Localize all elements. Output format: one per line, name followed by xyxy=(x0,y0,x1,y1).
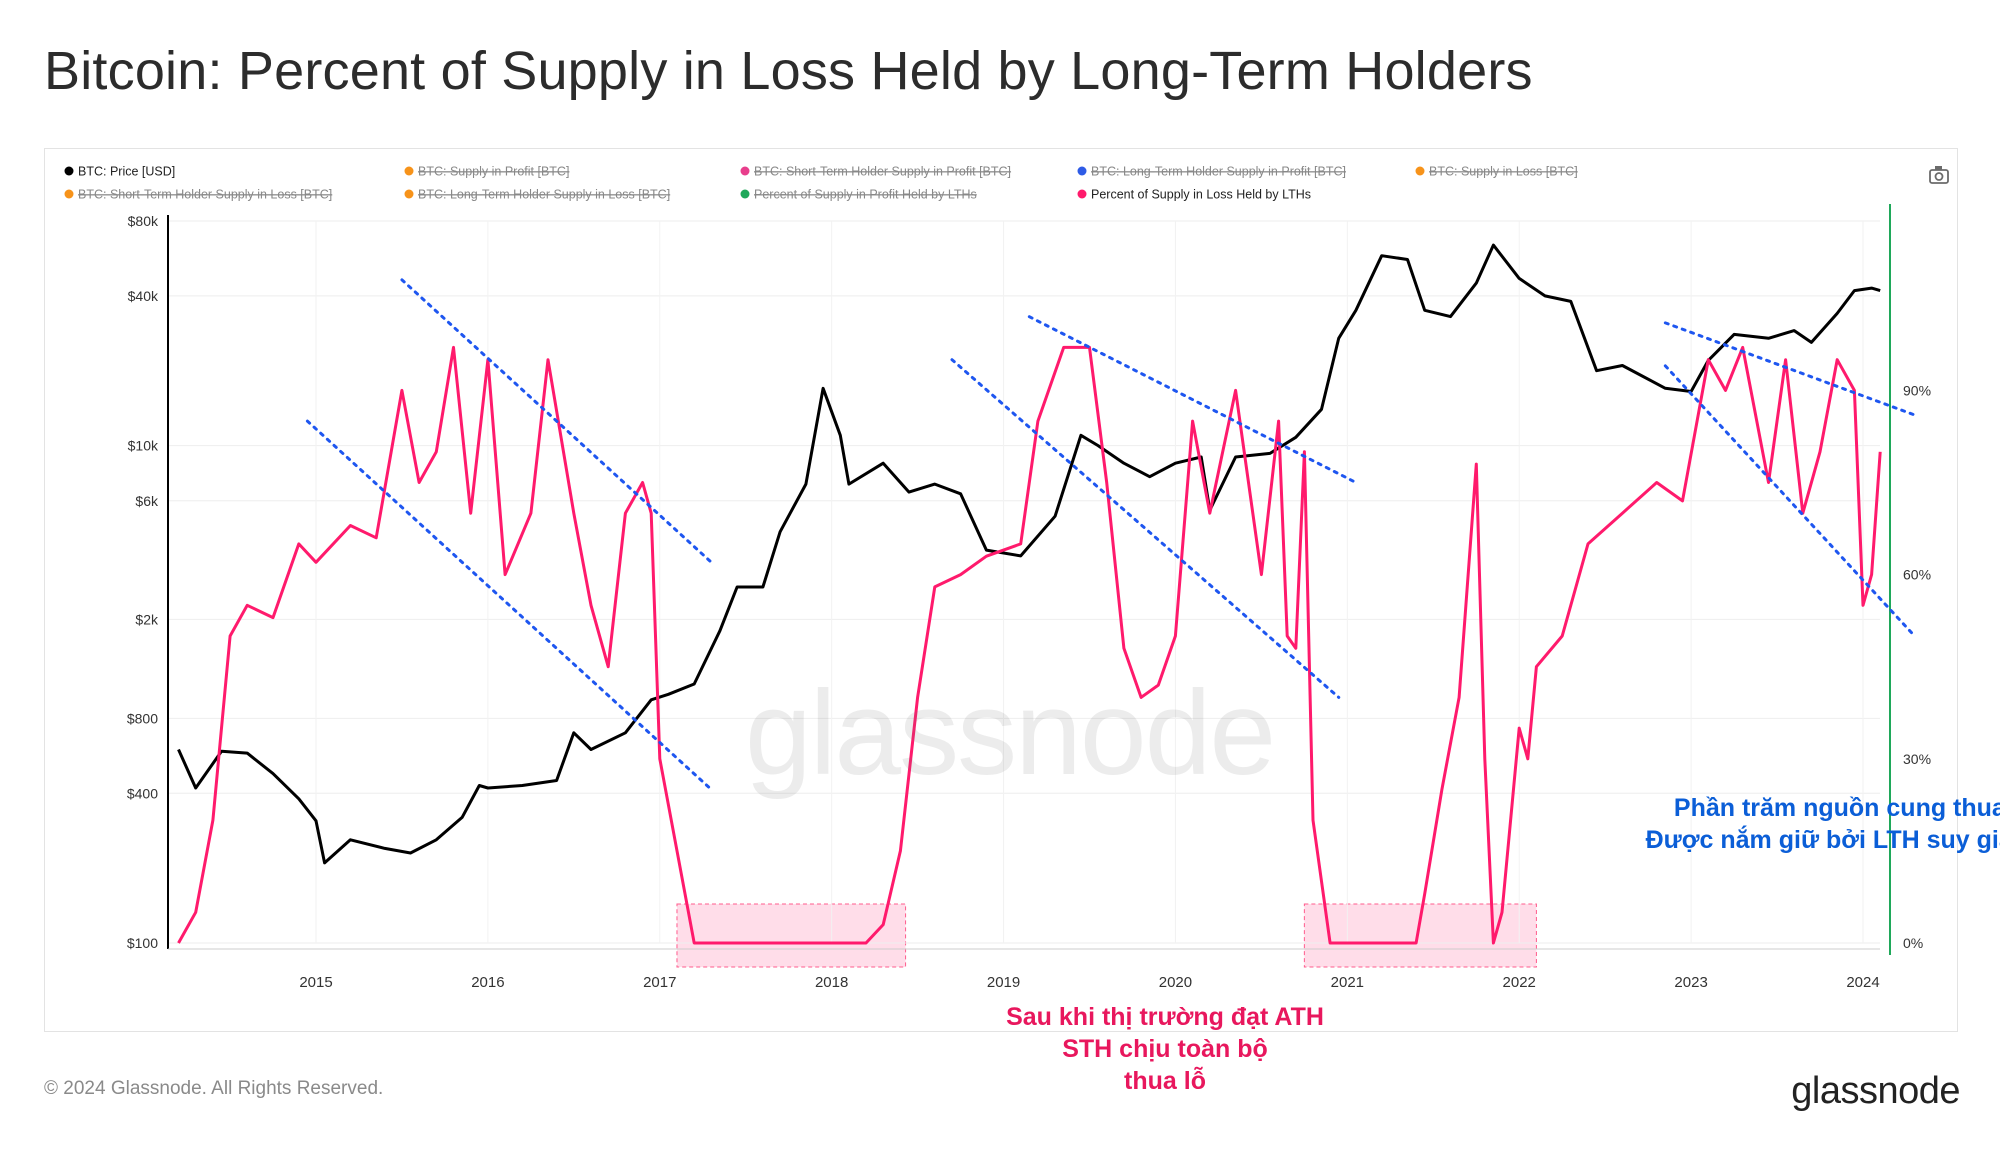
y-right-tick-label: 60% xyxy=(1903,567,1931,583)
annotation-lth-decline: Phần trăm nguồn cung thua lỗ Được nắm gi… xyxy=(1575,792,2000,856)
legend-item[interactable]: BTC: Long-Term Holder Supply in Profit [… xyxy=(1077,165,1346,179)
legend-marker xyxy=(1077,189,1087,199)
axes: $100 $400 $800 $2k $6k $10k $40k $80k 2015 2016 20… xyxy=(127,204,1931,991)
legend-item[interactable]: BTC: Price [USD] xyxy=(64,165,176,179)
legend-label: BTC: Supply in Profit [BTC] xyxy=(418,165,569,179)
series-group xyxy=(177,243,1882,945)
annotation-sth-loss: Sau khi thị trường đạt ATH STH chịu toàn… xyxy=(945,1001,1385,1097)
x-tick-label: 2020 xyxy=(1159,974,1192,991)
brand-logo: glassnode xyxy=(1791,1070,1960,1112)
legend-item[interactable]: Percent of Supply in Loss Held by LTHs xyxy=(1077,188,1312,202)
camera-icon[interactable] xyxy=(1929,166,1949,184)
annotation-line: thua lỗ xyxy=(1124,1067,1206,1095)
trend-lines xyxy=(305,278,1917,791)
legend-marker xyxy=(404,166,414,176)
highlight-regions xyxy=(676,903,1537,968)
annotation-line: Được nắm giữ bởi LTH suy giảm xyxy=(1645,826,2000,854)
legend-marker xyxy=(740,166,750,176)
x-tick-label: 2024 xyxy=(1846,974,1879,991)
legend-marker xyxy=(404,189,414,199)
highlight-region xyxy=(676,903,907,968)
legend-marker xyxy=(740,189,750,199)
chart-title: Bitcoin: Percent of Supply in Loss Held … xyxy=(44,41,1533,101)
legend-label: BTC: Short-Term Holder Supply in Loss [B… xyxy=(78,188,332,202)
y-left-tick-label: $2k xyxy=(135,611,159,627)
copyright: © 2024 Glassnode. All Rights Reserved. xyxy=(44,1078,384,1099)
trend-line xyxy=(1027,315,1358,484)
y-left-tick-label: $10k xyxy=(128,438,159,454)
y-left-tick-label: $6k xyxy=(135,493,159,509)
legend-label: BTC: Long-Term Holder Supply in Loss [BT… xyxy=(418,188,670,202)
annotation-line: STH chịu toàn bộ xyxy=(1062,1035,1268,1063)
annotation-line: Sau khi thị trường đạt ATH xyxy=(1006,1003,1324,1031)
legend-marker xyxy=(64,166,74,176)
x-tick-label: 2016 xyxy=(471,974,504,991)
trend-line xyxy=(400,278,713,564)
y-left-tick-label: $800 xyxy=(127,710,158,726)
y-left-tick-label: $400 xyxy=(127,785,158,801)
x-tick-label: 2021 xyxy=(1331,974,1364,991)
legend-label: BTC: Price [USD] xyxy=(78,165,175,179)
legend-label: BTC: Short-Term Holder Supply in Profit … xyxy=(754,165,1011,179)
chart-panel: $100 $400 $800 $2k $6k $10k $40k $80k 2015 2016 20… xyxy=(44,148,2000,1095)
legend-marker xyxy=(1077,166,1087,176)
grid-lines xyxy=(168,220,1880,944)
legend-marker xyxy=(1415,166,1425,176)
legend-item[interactable]: BTC: Supply in Profit [BTC] xyxy=(404,165,570,179)
legend-item[interactable]: BTC: Long-Term Holder Supply in Loss [BT… xyxy=(404,188,671,202)
legend-label: Percent of Supply in Profit Held by LTHs xyxy=(754,188,977,202)
btc-price-line xyxy=(177,243,1881,865)
annotation-line: Phần trăm nguồn cung thua lỗ xyxy=(1673,794,2000,822)
legend-marker xyxy=(64,189,74,199)
x-tick-label: 2019 xyxy=(987,974,1020,991)
chart-svg: $100 $400 $800 $2k $6k $10k $40k $80k 2015 2016 20… xyxy=(64,165,1949,991)
lth-loss-percent-line xyxy=(177,345,1882,945)
y-left-tick-label: $100 xyxy=(127,935,158,951)
legend-label: BTC: Supply in Loss [BTC] xyxy=(1429,165,1578,179)
legend-label: Percent of Supply in Loss Held by LTHs xyxy=(1091,188,1311,202)
y-right-tick-label: 90% xyxy=(1903,382,1931,398)
legend-item[interactable]: BTC: Supply in Loss [BTC] xyxy=(1415,165,1578,179)
x-tick-label: 2023 xyxy=(1674,974,1707,991)
y-right-tick-label: 30% xyxy=(1903,751,1931,767)
trend-line xyxy=(1663,364,1917,638)
legend-label: BTC: Long-Term Holder Supply in Profit [… xyxy=(1091,165,1346,179)
y-left-tick-label: $80k xyxy=(128,213,159,229)
trend-line xyxy=(950,358,1341,699)
y-left-tick-label: $40k xyxy=(128,288,159,304)
x-tick-label: 2022 xyxy=(1503,974,1536,991)
y-right-tick-label: 0% xyxy=(1903,935,1923,951)
legend-item[interactable]: Percent of Supply in Profit Held by LTHs xyxy=(740,188,977,202)
legend-item[interactable]: BTC: Short-Term Holder Supply in Loss [B… xyxy=(64,188,333,202)
legend: BTC: Price [USD] BTC: Supply in Profit [B… xyxy=(64,165,1578,202)
x-tick-label: 2015 xyxy=(299,974,332,991)
legend-item[interactable]: BTC: Short-Term Holder Supply in Profit … xyxy=(740,165,1012,179)
x-tick-label: 2018 xyxy=(815,974,848,991)
x-tick-label: 2017 xyxy=(643,974,676,991)
trend-line xyxy=(1663,321,1917,417)
trend-line xyxy=(305,419,713,791)
